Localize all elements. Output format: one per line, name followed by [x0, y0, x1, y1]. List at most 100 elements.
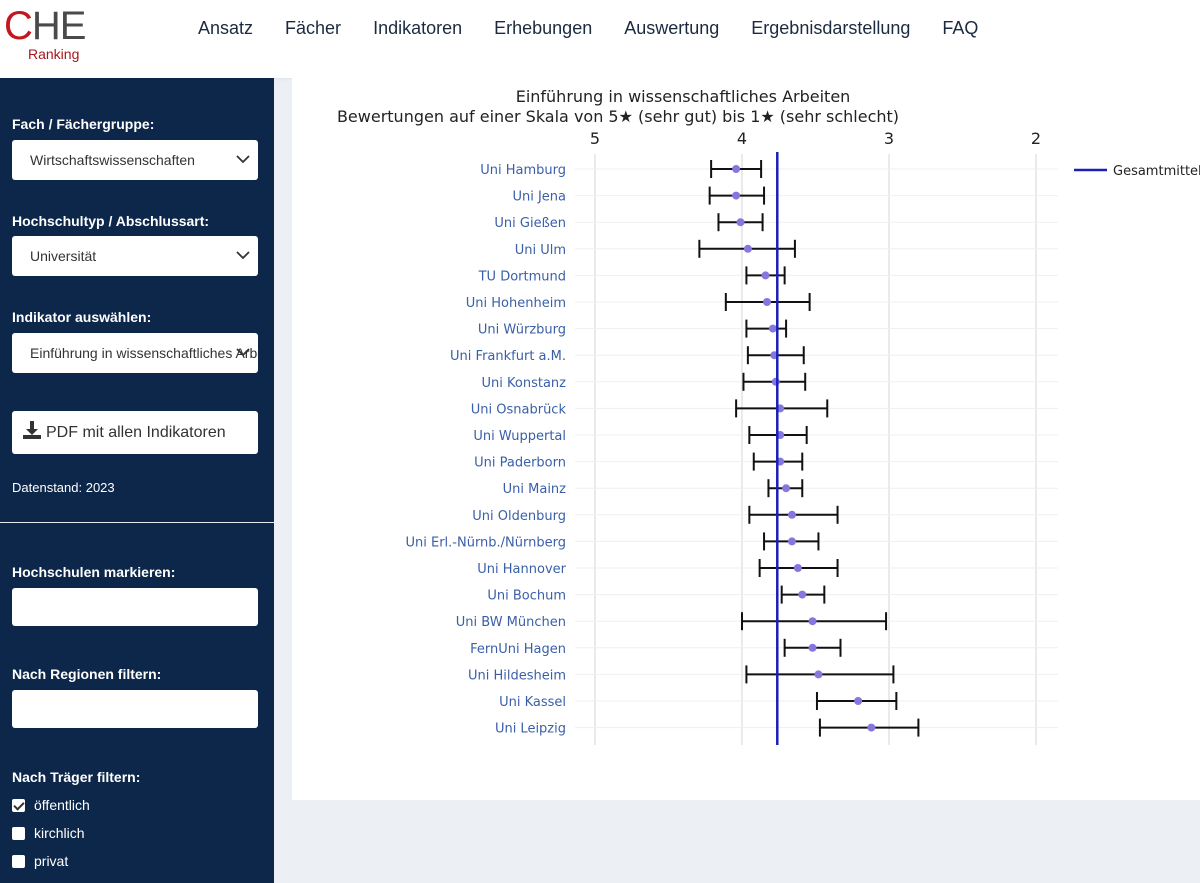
university-label[interactable]: TU Dortmund	[478, 269, 566, 284]
university-label[interactable]: Uni Hannover	[477, 562, 566, 577]
fach-label: Fach / Fächergruppe:	[12, 116, 155, 132]
data-point[interactable]	[793, 564, 802, 572]
chart-title: Einführung in wissenschaftliches Arbeite…	[516, 87, 851, 106]
main-nav: Ansatz Fächer Indikatoren Erhebungen Aus…	[182, 0, 994, 56]
checkbox-privat[interactable]: privat	[12, 853, 68, 869]
error-bar-chart: Einführung in wissenschaftliches Arbeite…	[337, 87, 1200, 745]
data-row: Uni Ulm	[515, 239, 796, 258]
data-point[interactable]	[808, 643, 817, 652]
university-label[interactable]: Uni Leipzig	[495, 722, 566, 737]
fach-select-value: Wirtschaftswissenschaften	[30, 152, 195, 168]
university-label[interactable]: Uni Frankfurt a.M.	[450, 349, 566, 364]
grid-layer	[575, 154, 1058, 745]
checkbox-checked-icon[interactable]	[12, 798, 25, 812]
checkbox-label: kirchlich	[34, 825, 85, 841]
chart-subtitle: Bewertungen auf einer Skala von 5★ (sehr…	[337, 107, 899, 126]
university-label[interactable]: Uni Wuppertal	[473, 429, 566, 444]
data-row: Uni Würzburg	[478, 319, 788, 338]
data-point[interactable]	[736, 218, 745, 227]
data-point[interactable]	[761, 271, 770, 280]
data-point[interactable]	[732, 165, 741, 173]
data-point[interactable]	[787, 510, 796, 519]
nav-ergebnisdarstellung[interactable]: Ergebnisdarstellung	[751, 17, 911, 38]
data-row: Uni Erl.-Nürnb./Nürnberg	[405, 532, 820, 550]
x-tick-label: 3	[884, 129, 894, 148]
data-point[interactable]	[732, 191, 741, 200]
checkbox-unchecked-icon[interactable]	[12, 826, 25, 840]
datenstand-text: Datenstand: 2023	[12, 480, 115, 495]
che-ranking-logo[interactable]: CHE Ranking	[4, 4, 87, 66]
data-row: Uni Jena	[512, 186, 766, 205]
university-label[interactable]: Uni Konstanz	[482, 376, 567, 391]
hochschultyp-label: Hochschultyp / Abschlussart:	[12, 213, 210, 229]
university-label[interactable]: Uni Bochum	[487, 589, 566, 604]
university-label[interactable]: Uni Erl.-Nürnb./Nürnberg	[405, 535, 566, 550]
university-label[interactable]: FernUni Hagen	[470, 642, 566, 657]
university-label[interactable]: Uni Hildesheim	[468, 668, 566, 683]
nav-erhebungen[interactable]: Erhebungen	[494, 17, 593, 38]
hochschultyp-select[interactable]: Universität	[12, 236, 258, 276]
data-row: Uni BW München	[456, 612, 888, 631]
data-row: Uni Bochum	[487, 585, 826, 604]
checkbox-oeffentlich[interactable]: öffentlich	[12, 797, 90, 813]
data-point[interactable]	[798, 590, 807, 599]
data-row: Uni Hohenheim	[466, 293, 811, 311]
data-point[interactable]	[867, 723, 876, 732]
regionen-label: Nach Regionen filtern:	[12, 666, 162, 682]
chart-panel: Einführung in wissenschaftliches Arbeite…	[292, 78, 1200, 800]
indikator-select[interactable]: Einführung in wissenschaftliches Arbeite…	[12, 333, 258, 373]
checkbox-label: privat	[34, 853, 69, 869]
university-label[interactable]: Uni Osnabrück	[471, 402, 567, 417]
data-row: Uni Gießen	[494, 213, 764, 232]
checkbox-kirchlich[interactable]: kirchlich	[12, 825, 85, 841]
data-row: Uni Hildesheim	[468, 665, 895, 684]
regionen-input[interactable]	[12, 690, 258, 728]
site-header: CHE Ranking Ansatz Fächer Indikatoren Er…	[0, 0, 1200, 78]
nav-faecher[interactable]: Fächer	[285, 17, 342, 38]
pdf-download-button[interactable]: PDF mit allen Indikatoren	[12, 411, 258, 454]
data-point[interactable]	[743, 244, 752, 253]
nav-ansatz[interactable]: Ansatz	[198, 17, 254, 38]
nav-faq[interactable]: FAQ	[942, 17, 979, 38]
data-point[interactable]	[787, 537, 796, 546]
indikator-select-value: Einführung in wissenschaftliches Arbeite…	[30, 345, 258, 361]
logo-letter-c: C	[4, 4, 33, 48]
pdf-download-label: PDF mit allen Indikatoren	[46, 424, 226, 441]
data-row: Uni Wuppertal	[473, 426, 808, 444]
nav-auswertung[interactable]: Auswertung	[624, 17, 720, 38]
data-point[interactable]	[854, 697, 863, 705]
university-label[interactable]: Uni Würzburg	[478, 323, 566, 338]
data-point[interactable]	[814, 670, 823, 679]
data-point[interactable]	[768, 324, 777, 333]
university-label[interactable]: Uni Jena	[512, 190, 566, 205]
university-label[interactable]: Uni Hamburg	[480, 163, 566, 178]
x-tick-label: 4	[737, 129, 747, 148]
data-row: Uni Hannover	[477, 559, 839, 577]
download-icon	[23, 421, 41, 439]
nav-indikatoren[interactable]: Indikatoren	[373, 17, 463, 38]
data-row: TU Dortmund	[478, 266, 786, 285]
university-label[interactable]: Uni Ulm	[515, 243, 566, 258]
legend: Gesamtmittelwert	[1074, 164, 1200, 179]
university-label[interactable]: Uni Mainz	[503, 482, 567, 497]
data-point[interactable]	[762, 298, 771, 306]
data-point[interactable]	[782, 484, 791, 493]
data-row: Uni Hamburg	[480, 160, 763, 178]
indikator-label: Indikator auswählen:	[12, 309, 152, 325]
university-label[interactable]: Uni Oldenburg	[472, 509, 566, 524]
university-label[interactable]: Uni Gießen	[494, 216, 566, 231]
filter-sidebar: Fach / Fächergruppe: Wirtschaftswissensc…	[0, 78, 274, 883]
checkbox-unchecked-icon[interactable]	[12, 854, 25, 868]
data-row: Uni Mainz	[503, 479, 804, 498]
university-label[interactable]: Uni BW München	[456, 615, 566, 630]
data-row: Uni Leipzig	[495, 718, 920, 737]
logo-mark: CHE	[4, 4, 87, 48]
university-label[interactable]: Uni Kassel	[499, 695, 566, 710]
university-label[interactable]: Uni Hohenheim	[466, 296, 566, 311]
data-point[interactable]	[771, 377, 780, 386]
university-label[interactable]: Uni Paderborn	[474, 456, 566, 471]
markieren-input[interactable]	[12, 588, 258, 626]
fach-select[interactable]: Wirtschaftswissenschaften	[12, 140, 258, 180]
data-point[interactable]	[808, 617, 817, 626]
logo-letters-he: HE	[31, 4, 87, 48]
